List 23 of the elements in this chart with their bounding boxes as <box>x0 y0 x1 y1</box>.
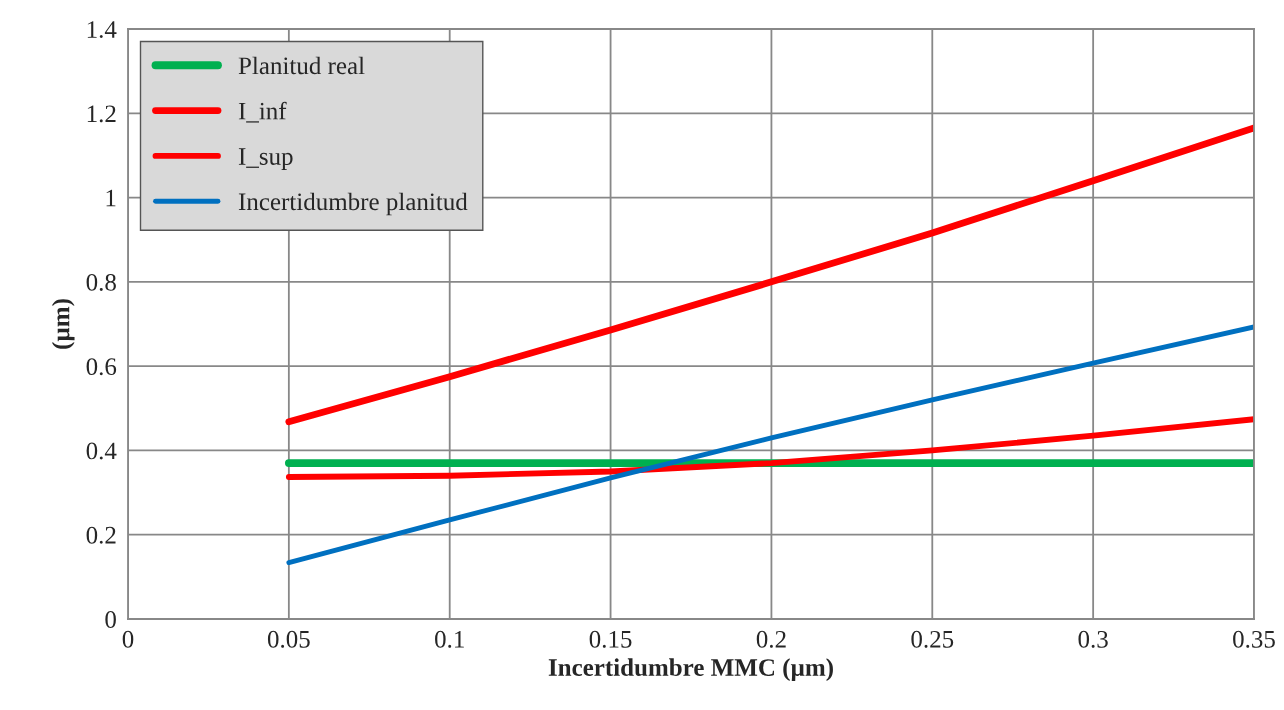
x-axis-title: Incertidumbre MMC (µm) <box>548 658 833 682</box>
y-tick-label: 0.2 <box>86 526 116 544</box>
y-tick-label: 0.8 <box>86 273 116 291</box>
line-series <box>286 324 1254 565</box>
x-tick-label: 0.2 <box>756 630 786 648</box>
y-tick-label: 0 <box>105 611 116 628</box>
y-axis-title: (µm) <box>51 299 75 349</box>
x-tick-label: 0.35 <box>1233 630 1275 648</box>
y-tick-label: 1.4 <box>87 21 117 39</box>
y-tick-label: 1 <box>106 189 116 207</box>
x-tick-label: 0.1 <box>435 630 464 648</box>
x-tick-label: 0.15 <box>589 630 632 648</box>
y-tick-label: 0.6 <box>86 358 117 376</box>
x-tick-label: 0 <box>122 630 134 648</box>
x-tick-label: 0.3 <box>1078 630 1108 648</box>
legend-label: Incertidumbre planitud <box>238 192 468 216</box>
y-tick-label: 0.4 <box>86 442 117 460</box>
legend-label: Planitud real <box>238 56 365 75</box>
x-tick-label: 0.25 <box>911 630 954 648</box>
x-tick-label: 0.05 <box>267 630 310 648</box>
legend-label: I_inf <box>238 101 287 123</box>
legend-label: I_sup <box>238 148 293 170</box>
y-tick-label: 1.2 <box>87 105 116 123</box>
